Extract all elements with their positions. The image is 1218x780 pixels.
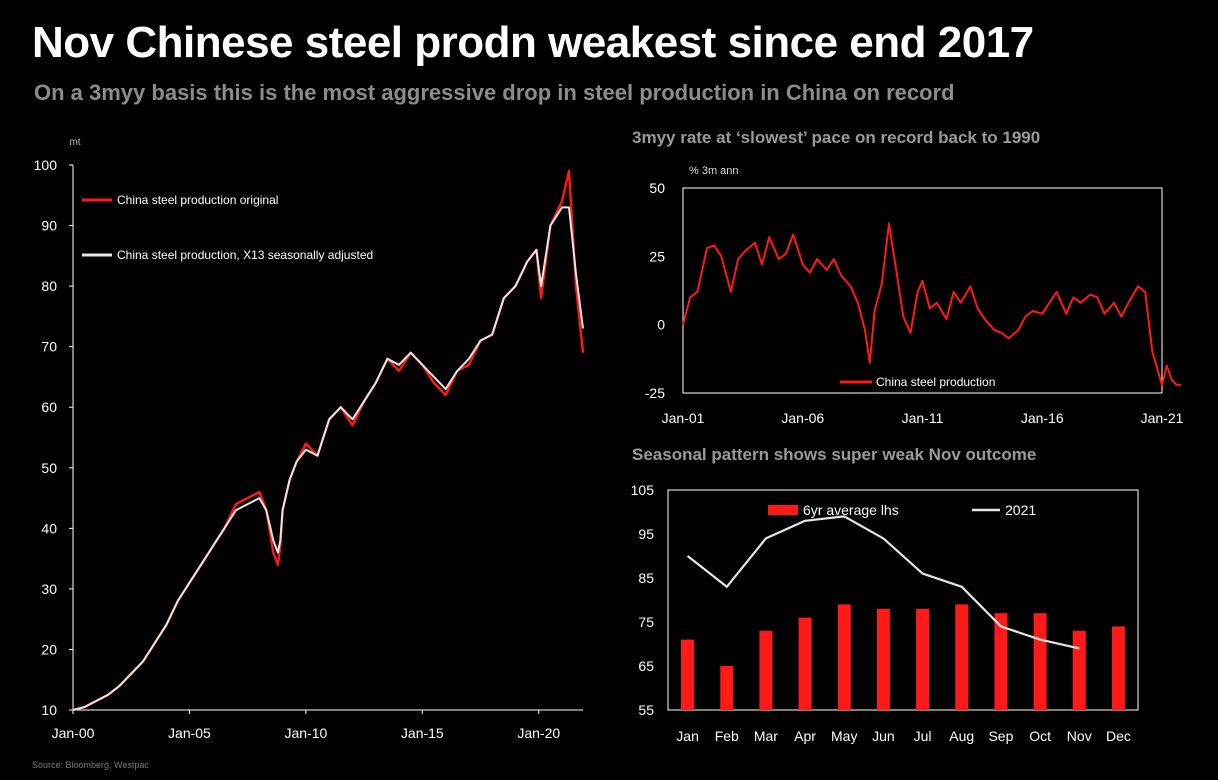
chart3-x-tick-label: Jan [676, 728, 699, 744]
page-title: Nov Chinese steel prodn weakest since en… [32, 18, 1034, 67]
chart3-x-tick-label: Aug [949, 728, 974, 744]
chart2-y-tick-label: 25 [649, 248, 665, 264]
chart2-series-line [682, 222, 1182, 386]
chart1-legend-label: China steel production, X13 seasonally a… [117, 248, 373, 262]
chart2-title: 3myy rate at ‘slowest’ pace on record ba… [632, 128, 1041, 147]
page-subtitle: On a 3myy basis this is the most aggress… [34, 80, 955, 105]
chart3-bar-jul [916, 608, 930, 710]
chart2-y-label: % 3m ann [689, 165, 739, 177]
chart3-bar-sep [994, 613, 1008, 710]
chart1-y-tick-label: 20 [41, 641, 57, 657]
chart3-bar-oct [1033, 613, 1047, 710]
chart3-bar-dec [1111, 626, 1125, 710]
chart3-x-tick-label: Nov [1067, 728, 1092, 744]
chart3-bar-jun [876, 608, 890, 710]
chart1-x-tick-label: Jan-05 [168, 725, 211, 741]
chart1-y-tick-label: 40 [41, 520, 57, 536]
chart1-x-tick-label: Jan-15 [401, 725, 444, 741]
chart3-bar-nov [1072, 630, 1086, 710]
chart2-y-tick-label: 0 [657, 317, 665, 333]
chart1-y-tick-label: 80 [41, 278, 57, 294]
chart3-bar-aug [955, 604, 969, 710]
chart3-x-tick-label: Jul [914, 728, 932, 744]
chart3-y-tick-label: 65 [638, 658, 654, 674]
chart3-y-tick-label: 85 [638, 570, 654, 586]
chart1-y-tick-label: 50 [41, 460, 57, 476]
chart1-y-tick-label: 90 [41, 218, 57, 234]
chart3-x-tick-label: May [831, 728, 857, 744]
chart2-x-tick-label: Jan-21 [1141, 410, 1184, 426]
chart3-x-tick-label: Apr [794, 728, 816, 744]
chart3-y-tick-label: 55 [638, 702, 654, 718]
chart1-x-tick-label: Jan-10 [284, 725, 327, 741]
source-note: Source: Bloomberg, Westpac [32, 760, 149, 770]
chart1-x-tick-label: Jan-20 [517, 725, 560, 741]
chart3-legend-swatch-bars [768, 505, 798, 515]
chart1-y-tick-label: 10 [41, 702, 57, 718]
chart1-x-tick-label: Jan-00 [52, 725, 95, 741]
chart3-frame [667, 489, 1139, 711]
chart3-y-tick-label: 95 [638, 526, 654, 542]
chart3-bar-apr [798, 617, 812, 710]
chart2-x-tick-label: Jan-06 [781, 410, 824, 426]
chart3-title: Seasonal pattern shows super weak Nov ou… [632, 445, 1037, 464]
chart1-y-label: mt [69, 137, 80, 148]
chart1-series-line-seasonally-adjusted [72, 206, 584, 711]
chart3-x-tick-label: Oct [1029, 728, 1051, 744]
chart2-x-tick-label: Jan-01 [662, 410, 705, 426]
chart3-legend-label-line: 2021 [1005, 502, 1036, 518]
chart3-legend-label-bars: 6yr average lhs [803, 502, 899, 518]
chart3-x-tick-label: Feb [715, 728, 739, 744]
chart1-y-tick-label: 30 [41, 581, 57, 597]
chart3-x-tick-label: Dec [1106, 728, 1131, 744]
chart3-x-tick-label: Jun [872, 728, 895, 744]
chart1-y-tick-label: 60 [41, 399, 57, 415]
chart3-y-tick-label: 75 [638, 614, 654, 630]
chart3-bar-may [837, 604, 851, 710]
chart3-x-tick-label: Sep [988, 728, 1013, 744]
chart2-y-tick-label: -25 [645, 385, 665, 401]
chart1-y-tick-label: 100 [34, 157, 58, 173]
chart3-series-line-2021 [686, 515, 1080, 650]
chart3-bar-mar [759, 630, 773, 710]
chart2-legend-label: China steel production [876, 375, 995, 389]
chart3-y-tick-label: 105 [631, 482, 655, 498]
chart1-legend-label: China steel production original [117, 193, 278, 207]
chart3-bar-jan [681, 639, 695, 710]
chart3-x-tick-label: Mar [754, 728, 778, 744]
chart3-bar-feb [720, 666, 734, 710]
chart2-x-tick-label: Jan-11 [902, 410, 944, 426]
chart2-frame [682, 187, 1163, 394]
chart2-x-tick-label: Jan-16 [1021, 410, 1064, 426]
chart1-y-tick-label: 70 [41, 339, 57, 355]
chart2-y-tick-label: 50 [649, 180, 665, 196]
